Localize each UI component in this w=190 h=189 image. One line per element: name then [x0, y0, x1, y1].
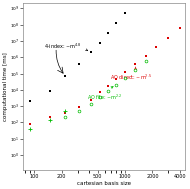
Y-axis label: computational time [ms]: computational time [ms] [3, 52, 9, 121]
Text: 4-index: ~m$^{4.8}$: 4-index: ~m$^{4.8}$ [44, 41, 88, 51]
Text: AO file: ~m$^{2.2}$: AO file: ~m$^{2.2}$ [87, 87, 122, 102]
X-axis label: cartesian basis size: cartesian basis size [77, 180, 131, 186]
Text: AO direct: ~m$^{2.5}$: AO direct: ~m$^{2.5}$ [110, 67, 152, 82]
